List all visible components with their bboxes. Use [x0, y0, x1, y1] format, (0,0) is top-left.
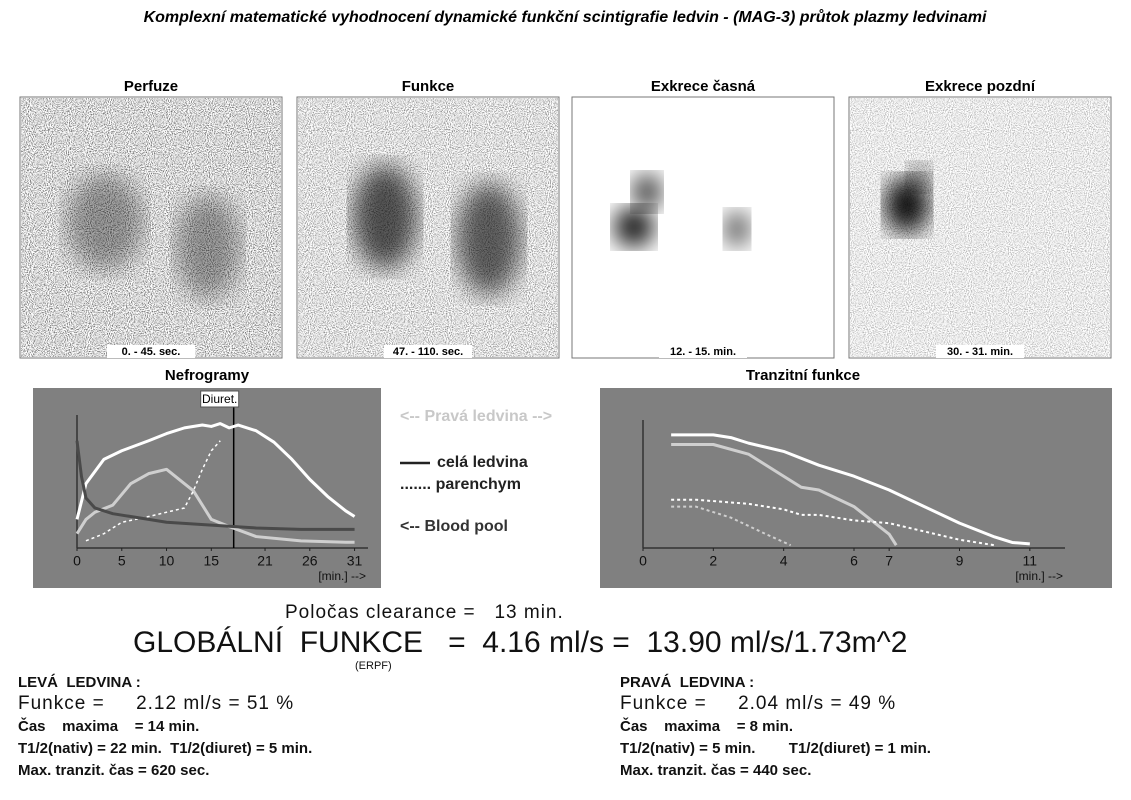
x-tick-label: 9: [956, 553, 964, 569]
x-tick-label: 26: [302, 553, 318, 569]
left-line: Čas maxima = 14 min.: [18, 718, 200, 735]
uptake: [457, 183, 521, 295]
image-label: Exkrece časná: [651, 78, 756, 95]
x-tick-label: 0: [73, 553, 81, 569]
series-line: [85, 440, 221, 542]
annotation-box: [200, 390, 240, 408]
image-row: Perfuze 0. - 45. sec. Funkce 47. - 110. sec…: [19, 78, 1112, 359]
clearance: Poločas clearance = 13 min.: [285, 602, 564, 623]
uptake: [67, 174, 143, 270]
x-tick-label: 4: [780, 553, 788, 569]
graphics: Komplexní matematické vyhodnocení dynami…: [19, 9, 1112, 588]
x-tick-label: 6: [850, 553, 858, 569]
series-line: [671, 433, 1030, 546]
chart-panel: [33, 388, 381, 588]
time-box: [384, 345, 472, 358]
time-label: 30. - 31. min.: [947, 346, 1013, 358]
x-tick-label: 11: [1023, 553, 1038, 569]
right-heading: PRAVÁ LEDVINA :: [620, 674, 755, 691]
legend-entry: <-- Blood pool: [400, 518, 508, 535]
chart-title: Nefrogramy: [165, 367, 250, 384]
series-line: [75, 422, 356, 520]
x-tick-label: 2: [709, 553, 717, 569]
x-tick-label: 7: [885, 553, 893, 569]
x-tick-label: 31: [347, 553, 363, 569]
series-line: [671, 443, 898, 547]
legend-entry: <-- Pravá ledvina -->: [400, 408, 552, 425]
time-box: [107, 345, 195, 358]
x-tick-label: 15: [204, 553, 220, 569]
noise: [850, 98, 1110, 357]
time-label: 0. - 45. sec.: [122, 346, 181, 358]
right-line: Čas maxima = 8 min.: [620, 718, 793, 735]
x-axis-label: [min.] -->: [1015, 569, 1063, 583]
uptake: [614, 207, 654, 247]
right-function: Funkce = 2.04 ml/s = 49 %: [620, 693, 897, 714]
x-tick-label: 0: [639, 553, 647, 569]
image-frame: [571, 96, 835, 359]
x-tick-label: 5: [118, 553, 126, 569]
image-label: Funkce: [402, 78, 455, 95]
time-label: 47. - 110. sec.: [393, 346, 463, 358]
uptake: [885, 177, 929, 233]
chart-panel: [600, 388, 1112, 588]
left-function: Funkce = 2.12 ml/s = 51 %: [18, 693, 295, 714]
left-heading: LEVÁ LEDVINA :: [18, 674, 141, 691]
report-title: Komplexní matematické vyhodnocení dynami…: [144, 9, 987, 26]
image-label: Perfuze: [124, 78, 178, 95]
image-label: Exkrece pozdní: [925, 78, 1036, 95]
time-label: 12. - 15. min.: [670, 346, 736, 358]
left-line: T1/2(nativ) = 22 min. T1/2(diuret) = 5 m…: [18, 740, 313, 757]
right-line: T1/2(nativ) = 5 min. T1/2(diuret) = 1 mi…: [620, 740, 931, 757]
noise: [21, 98, 281, 357]
left-line: Max. tranzit. čas = 620 sec.: [18, 762, 210, 779]
annotation: Diuret.: [202, 392, 237, 406]
x-tick-label: 21: [257, 553, 273, 569]
erpf: (ERPF): [355, 660, 392, 672]
x-tick-label: 10: [159, 553, 175, 569]
global-function: GLOBÁLNÍ FUNKCE = 4.16 ml/s = 13.90 ml/s…: [133, 626, 908, 659]
time-box: [936, 345, 1024, 358]
legend-entry: ....... parenchym: [400, 476, 521, 493]
legend-entry: celá ledvina: [437, 454, 528, 471]
uptake: [353, 165, 417, 269]
uptake: [633, 174, 661, 210]
time-box: [659, 345, 747, 358]
x-axis-label: [min.] -->: [318, 569, 366, 583]
series-line: [75, 440, 355, 531]
uptake: [907, 163, 931, 191]
series-line: [671, 505, 792, 547]
uptake: [725, 211, 749, 247]
right-line: Max. tranzit. čas = 440 sec.: [620, 762, 812, 779]
uptake: [176, 195, 240, 299]
chart-title: Tranzitní funkce: [746, 367, 860, 384]
